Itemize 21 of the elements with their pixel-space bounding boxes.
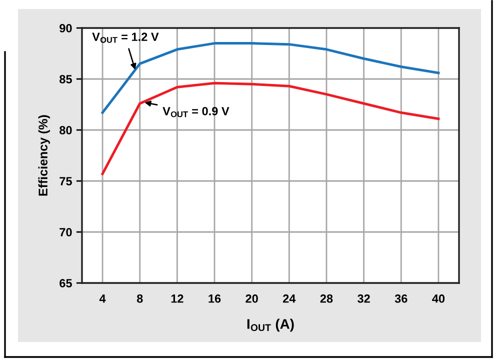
- line-series: [101, 82, 440, 176]
- x-tick-label: 4: [99, 294, 106, 303]
- y-tick-label: 90: [60, 24, 72, 32]
- y-tick-label: 70: [60, 228, 72, 236]
- x-tick-label: 32: [358, 294, 370, 303]
- x-tick-label: 20: [246, 294, 258, 303]
- x-tick-label: 16: [208, 294, 221, 303]
- x-tick-label: 36: [394, 294, 408, 303]
- y-tick-label: 85: [60, 75, 72, 84]
- x-tick-label: 8: [136, 294, 143, 303]
- x-tick-label: 24: [283, 294, 296, 303]
- y-tick-label: 65: [60, 279, 72, 288]
- x-tick-label: 40: [432, 294, 445, 303]
- y-axis-title: Efficiency (%): [38, 115, 50, 196]
- x-tick-label: 28: [320, 294, 333, 303]
- x-axis-title: I$_{OUT}$ (A): [247, 318, 294, 332]
- y-tick-label: 75: [60, 177, 72, 186]
- x-tick-label: 12: [171, 294, 184, 303]
- y-tick-label: 80: [60, 126, 72, 134]
- annotation: V$_{OUT}$ = 1.2 V: [92, 32, 159, 43]
- annotation: V$_{OUT}$ = 0.9 V: [162, 106, 230, 118]
